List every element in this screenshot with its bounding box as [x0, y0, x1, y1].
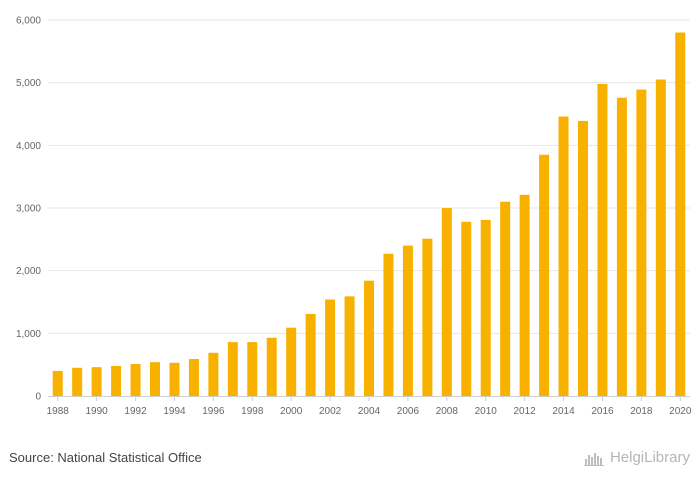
y-tick-label: 4,000: [16, 141, 41, 152]
y-tick-label: 5,000: [16, 78, 41, 89]
y-tick-label: 1,000: [16, 329, 41, 340]
bar-1996[interactable]: [208, 352, 219, 396]
bar-1991[interactable]: [111, 365, 122, 396]
y-tick-label: 6,000: [16, 16, 41, 27]
bar-2001[interactable]: [305, 313, 316, 396]
x-tick-label: 1988: [47, 406, 70, 417]
bars: [52, 32, 686, 397]
bar-2014[interactable]: [558, 116, 569, 397]
x-tick-label: 1990: [86, 406, 109, 417]
x-tick-label: 2004: [358, 406, 381, 417]
x-tick-label: 1996: [202, 406, 225, 417]
bar-2015[interactable]: [578, 120, 588, 396]
bar-2004[interactable]: [364, 280, 374, 396]
bar-2005[interactable]: [383, 253, 394, 396]
x-tick-label: 2010: [475, 406, 498, 417]
bar-2017[interactable]: [616, 97, 627, 396]
bar-1993[interactable]: [150, 362, 160, 396]
y-tick-label: 3,000: [16, 204, 41, 215]
bar-1997[interactable]: [227, 342, 238, 396]
x-tick-label: 1992: [124, 406, 147, 417]
bar-1989[interactable]: [72, 367, 83, 396]
bar-chart: 0 1,000 2,000 3,000 4,000 5,000 6,000 1988 1990 1…: [16, 16, 692, 418]
bar-1994[interactable]: [169, 362, 180, 396]
x-tick-label: 2008: [436, 406, 459, 417]
bar-2008[interactable]: [441, 208, 452, 396]
x-tick-label: 1998: [241, 406, 264, 417]
bar-2018[interactable]: [636, 89, 647, 396]
bar-2006[interactable]: [402, 245, 413, 396]
bar-2011[interactable]: [500, 201, 511, 396]
x-tick-label: 1994: [163, 406, 186, 417]
bar-2019[interactable]: [655, 79, 666, 397]
bar-1995[interactable]: [188, 359, 199, 396]
x-tick-label: 2006: [397, 406, 420, 417]
x-tick-label: 2012: [514, 406, 537, 417]
bar-2000[interactable]: [286, 327, 297, 396]
bar-2007[interactable]: [422, 238, 433, 396]
bar-2003[interactable]: [344, 296, 355, 396]
x-tick-label: 2002: [319, 406, 342, 417]
x-tick-label: 2014: [552, 406, 575, 417]
y-tick-label: 0: [35, 392, 41, 403]
x-tick-label: 2000: [280, 406, 303, 417]
source-note: Source: National Statistical Office: [9, 450, 202, 465]
bar-2010[interactable]: [480, 219, 491, 396]
library-logo-icon: [583, 452, 604, 466]
bar-2009[interactable]: [461, 221, 472, 396]
helgi-library-logo[interactable]: HelgiLibrary: [583, 449, 690, 466]
x-tick-label: 2016: [591, 406, 614, 417]
logo-text: HelgiLibrary: [609, 449, 690, 466]
bar-1990[interactable]: [91, 367, 102, 396]
bar-2012[interactable]: [519, 194, 530, 396]
x-tick-label: 2020: [669, 406, 692, 417]
bar-2016[interactable]: [597, 83, 608, 397]
bar-1999[interactable]: [266, 337, 277, 396]
x-tick-label: 2018: [630, 406, 653, 417]
y-tick-label: 2,000: [16, 266, 41, 277]
bar-1988[interactable]: [52, 370, 63, 396]
bar-2013[interactable]: [539, 154, 550, 396]
bar-1992[interactable]: [130, 364, 141, 396]
bar-1998[interactable]: [247, 342, 258, 396]
bar-2020[interactable]: [675, 32, 686, 397]
bar-2002[interactable]: [325, 299, 336, 396]
axes: 0 1,000 2,000 3,000 4,000 5,000 6,000 1988 1990 1…: [16, 16, 692, 418]
